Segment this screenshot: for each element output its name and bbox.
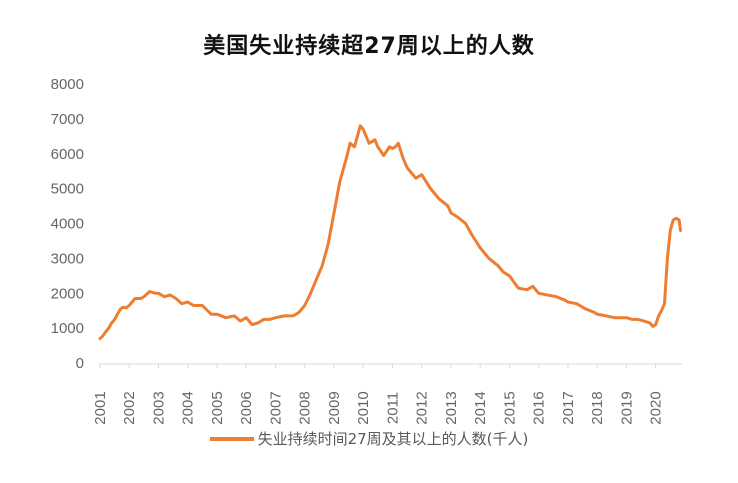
x-tick-label: 2011 (384, 392, 401, 424)
y-tick-label: 5000 (51, 181, 84, 198)
x-tick-label: 2014 (472, 391, 489, 424)
legend-label: 失业持续时间27周及其以上的人数(千人) (257, 430, 529, 448)
x-tick-label: 2019 (618, 391, 635, 424)
y-tick-label: 6000 (51, 146, 84, 163)
y-tick-label: 8000 (51, 76, 84, 93)
legend-swatch (209, 436, 254, 441)
x-tick-label: 2008 (297, 391, 314, 424)
x-tick-label: 2016 (531, 391, 548, 424)
x-tick-label: 2005 (209, 391, 226, 424)
y-tick-label: 0 (76, 355, 84, 372)
x-tick-label: 2020 (648, 391, 665, 424)
y-tick-label: 1000 (51, 320, 84, 337)
y-axis-ticks: 0 1000 2000 3000 4000 5000 6000 7000 8000 (51, 76, 84, 372)
x-tick-label: 2001 (92, 391, 109, 424)
x-tick-label: 2017 (560, 391, 577, 424)
series-line (98, 124, 682, 341)
x-tick-label: 2002 (121, 391, 138, 424)
y-tick-label: 7000 (51, 111, 84, 128)
x-tick-label: 2015 (501, 391, 518, 424)
x-tick-label: 2003 (150, 391, 167, 424)
legend: 失业持续时间27周及其以上的人数(千人) (0, 428, 738, 449)
y-tick-label: 3000 (51, 250, 84, 267)
x-tick-label: 2010 (355, 391, 372, 424)
y-tick-label: 2000 (51, 285, 84, 302)
series-layer (98, 124, 682, 341)
y-tick-label: 4000 (51, 216, 84, 233)
x-tick-label: 2004 (180, 391, 197, 424)
x-axis-ticks: 2001 2002 2003 2004 2005 2006 2007 2008 2009 2010… (92, 364, 665, 425)
chart-title: 美国失业持续超27周以上的人数 (203, 34, 535, 59)
x-tick-label: 2012 (414, 391, 431, 424)
x-tick-label: 2009 (326, 391, 343, 424)
x-tick-label: 2018 (589, 391, 606, 424)
x-tick-label: 2013 (443, 391, 460, 424)
x-tick-label: 2007 (267, 391, 284, 424)
x-tick-label: 2006 (238, 391, 255, 424)
